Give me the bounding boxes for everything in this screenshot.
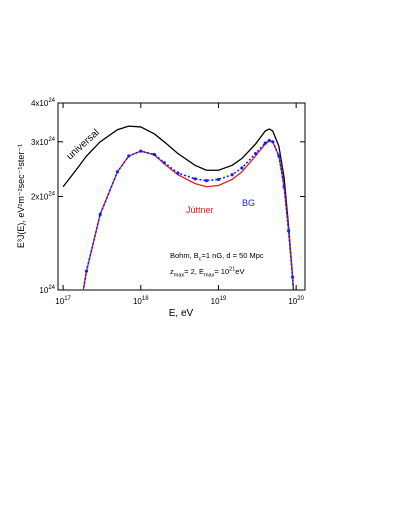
- data-point: [204, 179, 209, 183]
- data-point: [98, 212, 102, 217]
- data-point: [152, 152, 157, 157]
- series-line: [62, 125, 294, 290]
- data-point: [263, 141, 267, 145]
- annotation-part: z: [170, 267, 174, 276]
- series-label: Jüttner: [186, 205, 214, 215]
- data-point: [267, 138, 271, 143]
- tick-label-exp: 24: [48, 192, 55, 198]
- tick-label: 1018: [133, 296, 149, 306]
- annotation: Bohm, Bc=1 nG, d = 50 Mpc: [170, 251, 264, 263]
- annotation-part: max: [204, 273, 215, 279]
- series-line: [82, 140, 295, 290]
- annotation-part: =1 nG, d = 50 Mpc: [202, 251, 264, 260]
- data-point: [253, 151, 258, 156]
- tick-label: 4x1024: [31, 98, 56, 108]
- tick-label: 1024: [39, 285, 55, 295]
- data-point: [277, 154, 281, 158]
- data-point: [75, 327, 78, 330]
- annotation-part: = 2, E: [184, 267, 204, 276]
- tick-label-exp: 24: [48, 285, 55, 291]
- tick-label-exp: 17: [64, 296, 71, 302]
- data-point: [216, 177, 221, 182]
- tick-label-base: 10: [39, 286, 48, 295]
- annotation: zmax= 2, Emax= 1021eV: [170, 267, 244, 279]
- x-axis-label: E, eV: [169, 308, 194, 319]
- tick-label-base: 3x10: [31, 138, 49, 147]
- annotation-part: eV: [235, 267, 244, 276]
- tick-label-base: 10: [288, 297, 297, 306]
- data-point: [176, 171, 180, 175]
- annotation-part: Bohm, B: [170, 251, 199, 260]
- annotation-part: c: [199, 257, 202, 263]
- tick-label: 3x1024: [31, 137, 56, 147]
- tick-label-exp: 18: [142, 296, 149, 302]
- annotation-part: max: [174, 273, 185, 279]
- tick-label-base: 10: [211, 297, 220, 306]
- data-point: [290, 275, 295, 279]
- data-point: [230, 173, 234, 177]
- tick-label-base: 10: [55, 297, 64, 306]
- annotation-part: 21: [229, 267, 235, 273]
- y-axis-label: E³J(E), eV²m⁻²sec⁻¹ster⁻¹: [16, 144, 26, 248]
- tick-label: 1017: [55, 296, 71, 306]
- data-point: [139, 149, 143, 153]
- data-point: [162, 161, 166, 165]
- annotation-part: = 10: [214, 267, 229, 276]
- data-point: [240, 166, 244, 170]
- data-point: [271, 140, 275, 144]
- series-line: [82, 139, 295, 290]
- tick-label-exp: 20: [297, 296, 304, 302]
- data-point: [115, 170, 119, 174]
- tick-label-exp: 19: [220, 296, 227, 302]
- tick-label-base: 4x10: [31, 99, 49, 108]
- tick-label: 2x1024: [31, 192, 56, 202]
- data-point: [127, 154, 131, 158]
- tick-label-base: 10: [133, 297, 142, 306]
- data-point: [84, 269, 89, 273]
- data-point: [193, 177, 197, 181]
- data-point: [61, 396, 64, 399]
- series-label: BG: [242, 198, 255, 208]
- tick-label-exp: 24: [48, 137, 55, 143]
- tick-label: 1020: [288, 296, 304, 306]
- tick-label-exp: 24: [48, 98, 55, 104]
- data-point: [287, 229, 291, 233]
- series-label: universal: [65, 127, 102, 162]
- tick-label-base: 2x10: [31, 193, 49, 202]
- tick-label: 1019: [211, 296, 227, 306]
- data-point: [282, 185, 286, 189]
- plot-area: [61, 125, 298, 399]
- data-point: [295, 327, 298, 330]
